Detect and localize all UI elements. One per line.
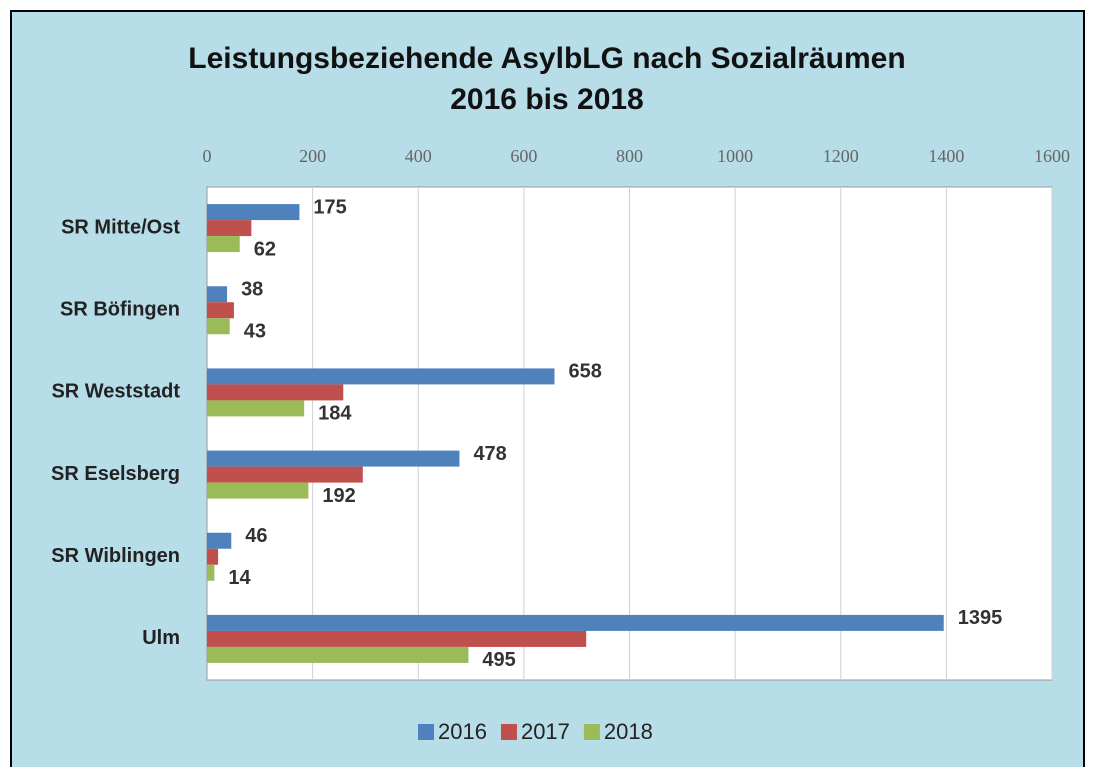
bar bbox=[207, 220, 252, 237]
legend-label: 2017 bbox=[521, 719, 570, 744]
value-label: 38 bbox=[241, 279, 263, 301]
y-tick-label: SR Wiblingen bbox=[51, 545, 180, 567]
y-tick-label: SR Böfingen bbox=[60, 299, 180, 321]
x-tick-label: 0 bbox=[203, 146, 212, 166]
legend-label: 2016 bbox=[438, 719, 487, 744]
chart-title: Leistungsbeziehende AsylbLG nach Sozialr… bbox=[188, 42, 905, 75]
value-label: 658 bbox=[569, 361, 602, 383]
x-tick-label: 1600 bbox=[1034, 146, 1070, 166]
bar bbox=[207, 236, 240, 253]
bar bbox=[207, 450, 460, 467]
y-tick-label: SR Mitte/Ost bbox=[61, 216, 180, 238]
bar bbox=[207, 646, 469, 663]
bar bbox=[207, 302, 234, 319]
x-tick-label: 400 bbox=[405, 146, 432, 166]
bar bbox=[207, 614, 944, 631]
bar bbox=[207, 630, 587, 647]
x-tick-label: 800 bbox=[616, 146, 643, 166]
bar bbox=[207, 384, 344, 401]
x-tick-label: 200 bbox=[299, 146, 326, 166]
legend-swatch bbox=[418, 724, 434, 740]
bar bbox=[207, 286, 228, 303]
bar bbox=[207, 400, 305, 417]
x-tick-label: 1000 bbox=[717, 146, 753, 166]
value-label: 43 bbox=[244, 321, 266, 343]
value-label: 184 bbox=[318, 403, 352, 425]
y-tick-label: SR Weststadt bbox=[51, 381, 180, 403]
value-label: 175 bbox=[313, 196, 346, 218]
bar bbox=[207, 564, 215, 581]
value-label: 478 bbox=[473, 443, 506, 465]
value-label: 1395 bbox=[958, 607, 1003, 629]
x-tick-label: 600 bbox=[510, 146, 537, 166]
bar bbox=[207, 318, 230, 335]
y-tick-label: SR Eselsberg bbox=[51, 463, 180, 485]
bar bbox=[207, 532, 232, 549]
x-tick-label: 1400 bbox=[928, 146, 964, 166]
x-tick-label: 1200 bbox=[823, 146, 859, 166]
legend-swatch bbox=[583, 724, 600, 740]
value-label: 495 bbox=[482, 649, 515, 671]
value-label: 46 bbox=[245, 525, 267, 547]
legend-swatch bbox=[500, 724, 517, 740]
bar bbox=[207, 368, 555, 385]
value-label: 62 bbox=[254, 238, 276, 260]
value-label: 192 bbox=[322, 485, 355, 507]
bar bbox=[207, 548, 219, 565]
y-tick-label: Ulm bbox=[142, 627, 180, 649]
bar bbox=[207, 466, 363, 483]
value-label: 14 bbox=[228, 567, 251, 589]
chart-subtitle: 2016 bis 2018 bbox=[450, 83, 644, 116]
bar bbox=[207, 204, 300, 221]
bar bbox=[207, 482, 309, 499]
legend-label: 2018 bbox=[604, 719, 653, 744]
